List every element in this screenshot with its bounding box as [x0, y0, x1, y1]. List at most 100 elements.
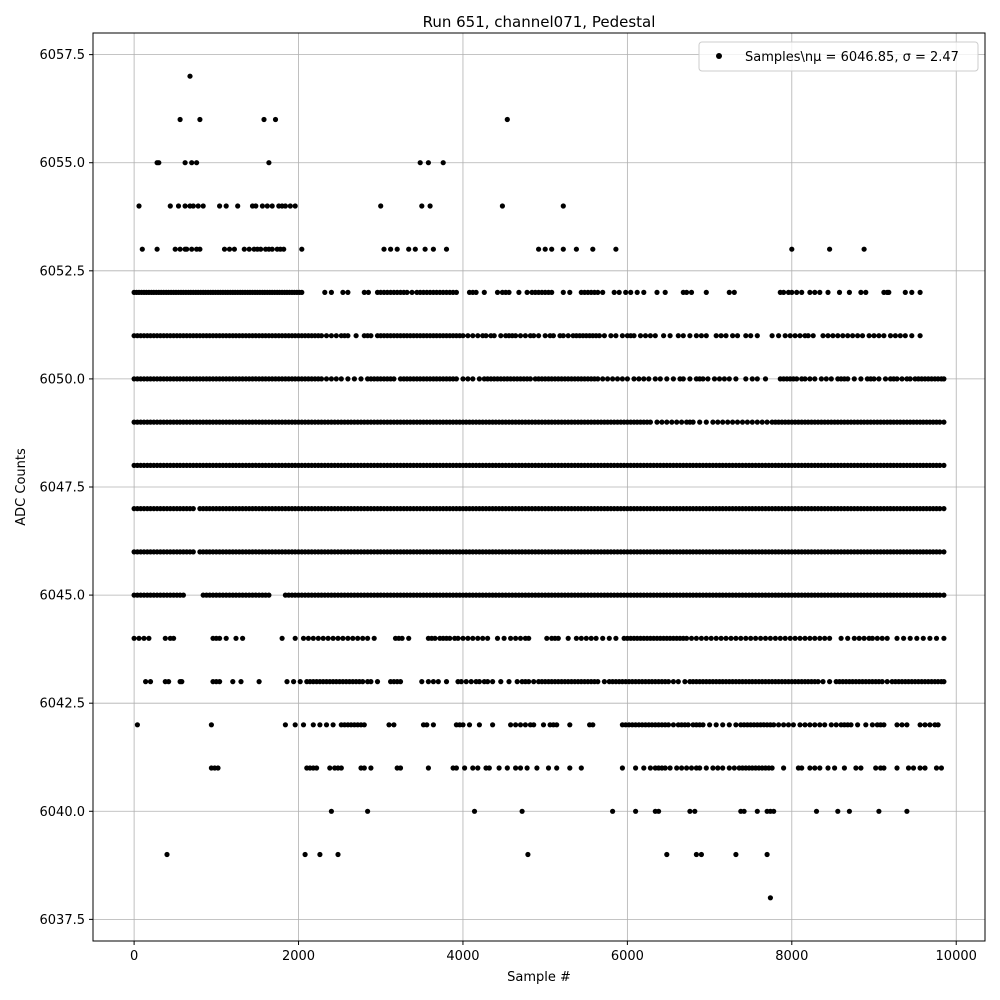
data-point — [619, 333, 626, 339]
data-point — [899, 722, 905, 728]
data-point — [154, 246, 160, 252]
data-point — [534, 765, 540, 771]
data-point — [549, 246, 555, 252]
data-point — [720, 722, 726, 728]
data-point — [536, 333, 542, 339]
data-point — [417, 160, 423, 166]
data-point — [845, 333, 851, 339]
data-point — [554, 765, 560, 771]
data-point — [567, 765, 573, 771]
data-point — [578, 765, 584, 771]
data-point — [781, 722, 787, 728]
data-point — [807, 635, 813, 641]
data-point — [690, 419, 696, 425]
data-point — [670, 722, 677, 728]
data-point — [715, 765, 721, 771]
data-point — [506, 289, 512, 295]
data-point — [764, 419, 770, 425]
data-point — [899, 376, 905, 382]
data-point — [707, 722, 713, 728]
data-point — [180, 592, 186, 598]
data-point — [879, 635, 885, 641]
data-point — [799, 765, 805, 771]
data-point — [190, 203, 196, 209]
data-point — [338, 765, 344, 771]
data-point — [412, 246, 418, 252]
data-point — [167, 203, 173, 209]
data-point — [938, 765, 945, 771]
data-point — [619, 376, 626, 382]
data-point — [230, 679, 236, 685]
data-point — [933, 765, 940, 771]
data-point — [675, 679, 681, 685]
data-point — [531, 333, 537, 339]
data-point — [897, 333, 903, 339]
legend-box — [698, 41, 979, 72]
data-point — [471, 808, 478, 814]
data-point — [504, 765, 510, 771]
data-point — [330, 722, 336, 728]
data-point — [302, 851, 308, 858]
data-point — [922, 765, 928, 771]
data-point — [684, 289, 690, 295]
data-point — [177, 246, 183, 252]
data-point — [197, 116, 203, 123]
data-point — [734, 333, 741, 339]
data-point — [661, 333, 667, 339]
x-tick-label: 0 — [130, 949, 138, 964]
data-point — [859, 333, 866, 339]
data-point — [466, 722, 473, 728]
data-point — [876, 376, 882, 382]
data-point — [465, 376, 471, 382]
data-point — [836, 289, 843, 295]
data-point — [182, 203, 188, 209]
y-tick-label: 6045.0 — [40, 589, 86, 604]
data-point — [583, 635, 589, 641]
data-point — [703, 333, 709, 339]
data-point — [753, 635, 759, 641]
data-point — [941, 679, 947, 685]
data-point — [687, 376, 693, 382]
data-point — [647, 419, 654, 425]
data-point — [147, 679, 154, 685]
y-tick-label: 6057.5 — [40, 48, 86, 63]
data-point — [517, 722, 524, 728]
data-point — [524, 289, 530, 295]
data-point — [840, 333, 846, 339]
data-point — [871, 376, 877, 382]
data-point — [876, 808, 882, 814]
data-point — [858, 289, 864, 295]
data-point — [805, 333, 811, 339]
data-point — [504, 116, 510, 123]
data-point — [588, 635, 594, 641]
data-point — [886, 289, 892, 295]
data-point — [846, 289, 853, 295]
data-point — [776, 722, 782, 728]
data-point — [771, 722, 777, 728]
data-point — [264, 203, 270, 209]
data-point — [360, 679, 366, 685]
data-point — [927, 635, 933, 641]
data-point — [397, 765, 404, 771]
data-point — [762, 376, 769, 382]
data-point — [748, 635, 754, 641]
data-point — [256, 679, 262, 685]
data-point — [927, 722, 933, 728]
data-point — [465, 635, 471, 641]
data-point — [776, 333, 782, 339]
data-point — [682, 679, 688, 685]
data-point — [323, 376, 330, 382]
data-point — [432, 635, 438, 641]
data-point — [812, 765, 818, 771]
data-point — [517, 635, 524, 641]
data-point — [499, 203, 505, 209]
data-point — [522, 722, 529, 728]
data-point — [917, 765, 923, 771]
data-point — [476, 679, 482, 685]
data-point — [941, 506, 947, 512]
data-point — [713, 635, 719, 641]
data-point — [463, 679, 469, 685]
data-point — [455, 635, 461, 641]
data-point — [679, 419, 685, 425]
data-point — [937, 549, 943, 555]
